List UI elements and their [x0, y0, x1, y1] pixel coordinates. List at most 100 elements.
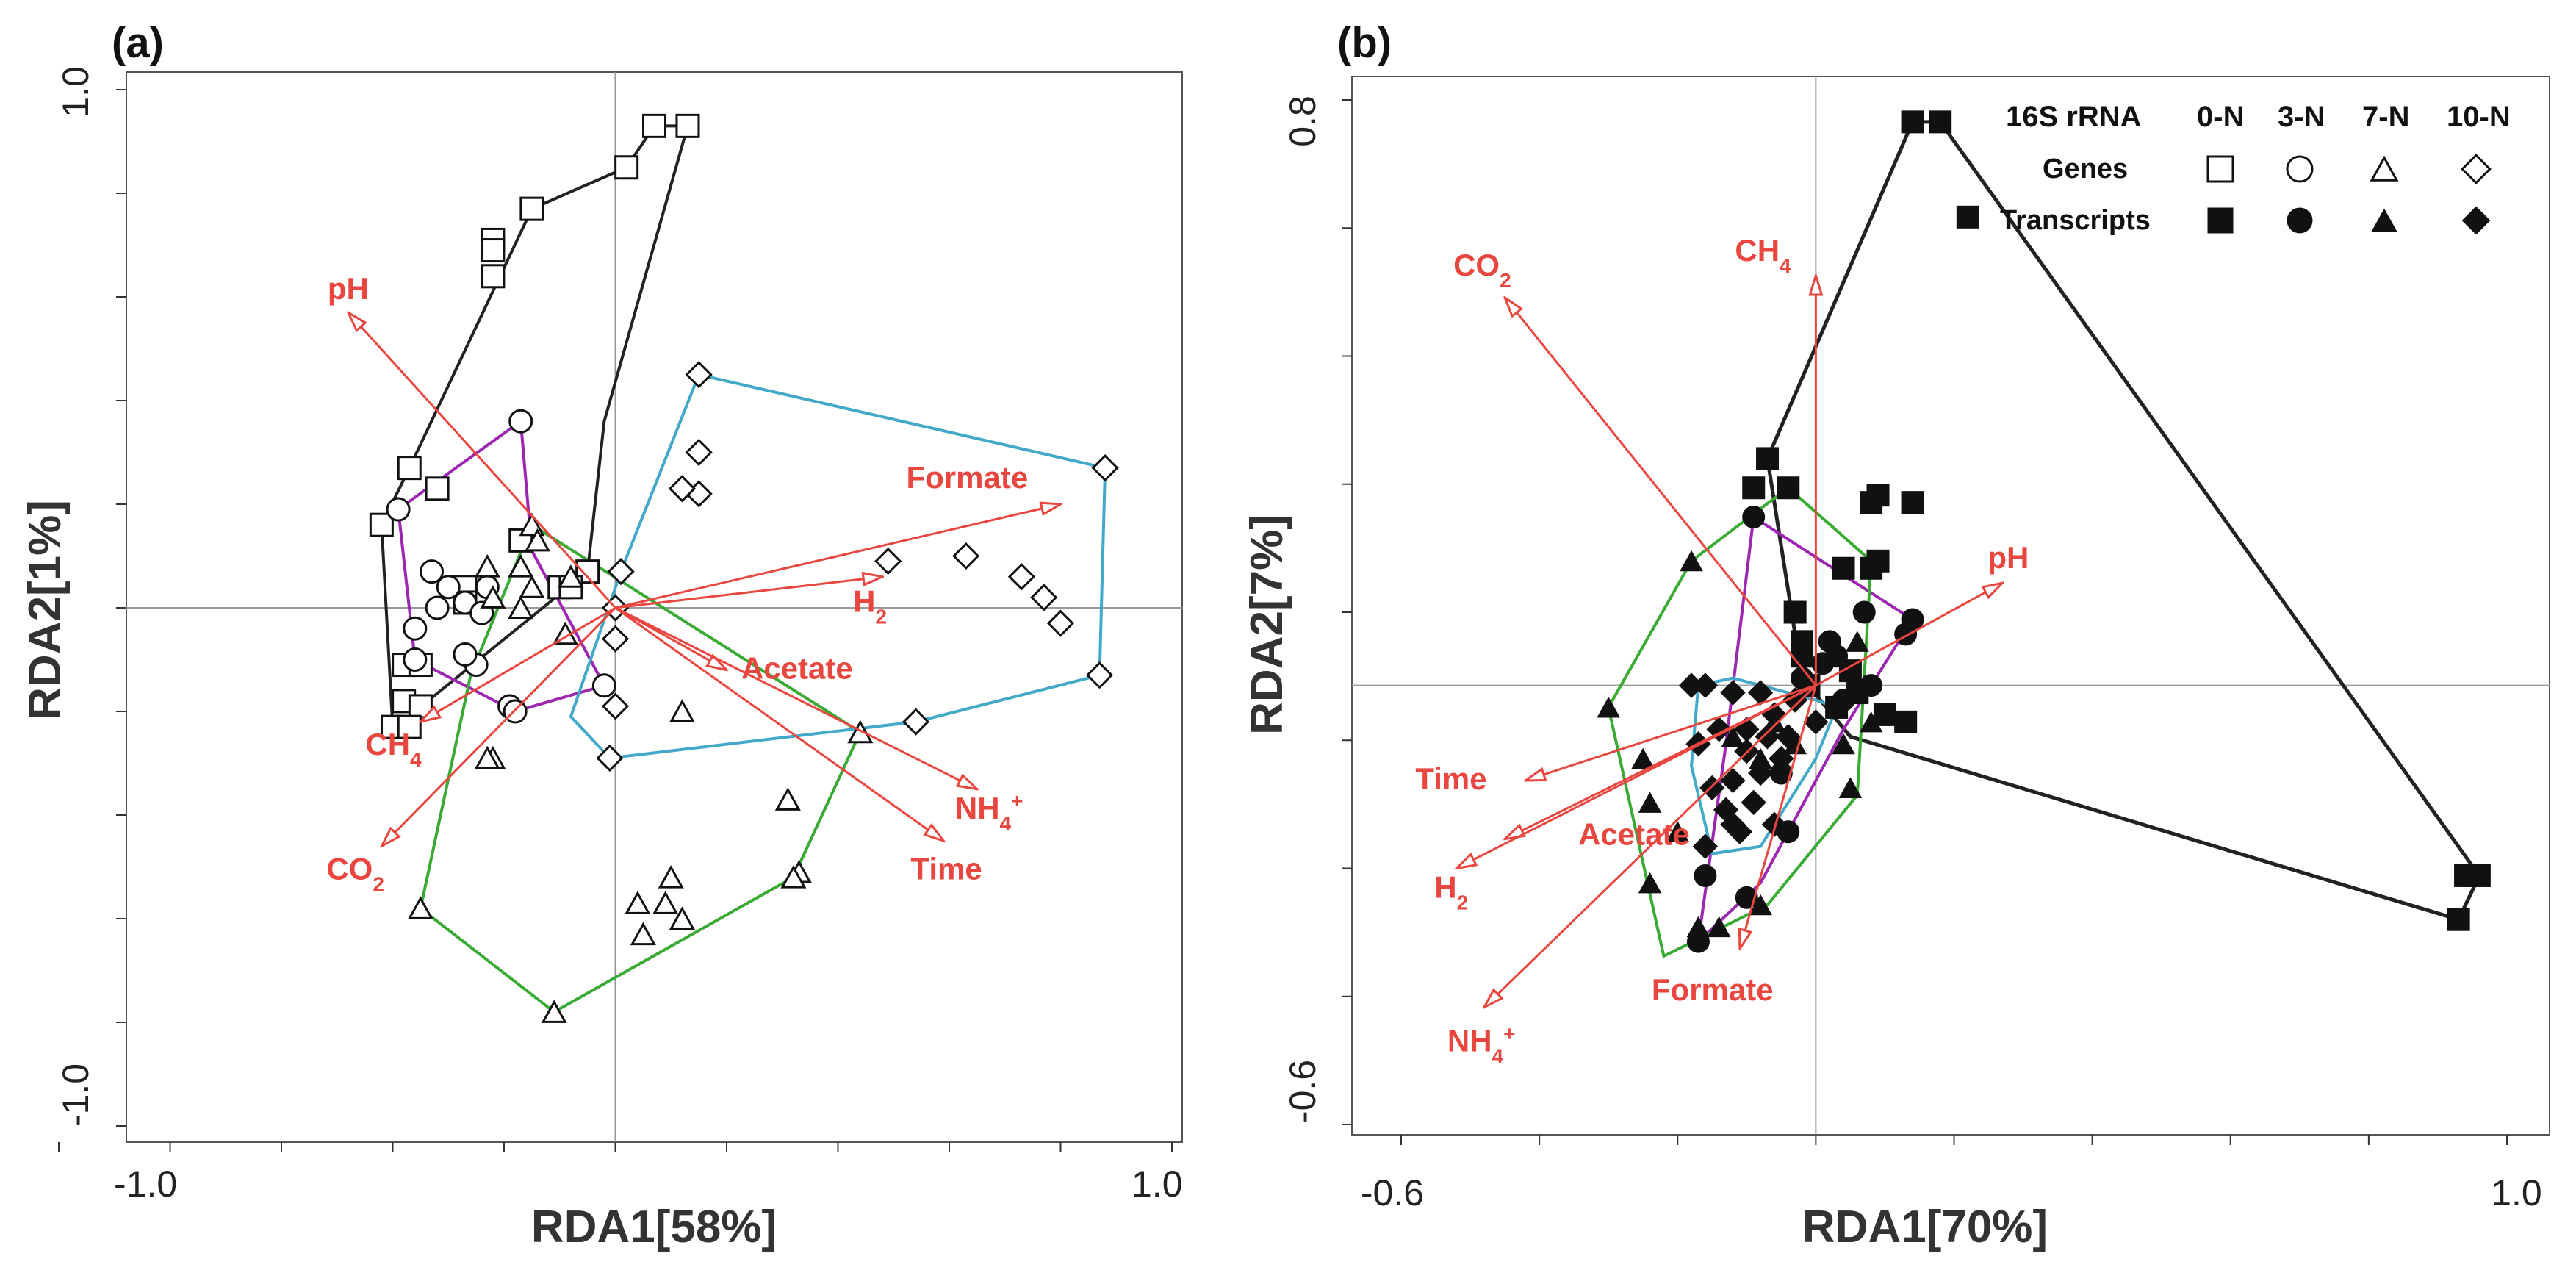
point-3-n [453, 642, 478, 667]
legend-header-0n: 0-N [2197, 101, 2244, 133]
arrow-label-ch4: CH4 [1735, 233, 1791, 277]
point-7-n [1680, 550, 1703, 572]
point-10-n [1692, 833, 1719, 859]
panel-b-x-tick-max: 1.0 [2491, 1172, 2542, 1213]
legend-header-7n: 7-N [2362, 101, 2409, 133]
panel-b: (b) CO2 CH4 pH Time Acetate H2 NH4+ Formate -0.… [1242, 19, 2550, 1252]
point-7-n [780, 865, 807, 889]
point-3-n [403, 616, 428, 641]
point-0-n [397, 714, 422, 739]
arrow-label-formate: Formate [1652, 972, 1774, 1007]
point-10-n [1803, 709, 1829, 735]
point-7-n [1638, 872, 1662, 894]
point-7-n [669, 699, 695, 722]
point-0-n [369, 512, 394, 537]
point-3-n [1832, 688, 1855, 711]
point-10-n [685, 438, 713, 467]
point-10-n [596, 744, 624, 772]
panel-b-y-tick-min: -0.6 [1282, 1060, 1323, 1123]
legend-circle-filled-icon [2287, 207, 2313, 234]
point-3-n [386, 497, 411, 522]
panel-a-x-tick-min: -1.0 [114, 1163, 177, 1205]
point-10-n [952, 542, 980, 570]
arrow-co2 [381, 606, 616, 846]
point-0-n [1894, 710, 1918, 733]
arrow-h2 [1456, 684, 1817, 869]
legend-row-genes: Genes [2043, 154, 2128, 184]
arrow-label-nh4: NH4+ [1447, 1022, 1516, 1067]
panel-b-y-axis-title: RDA2[7%] [1242, 514, 1292, 735]
point-7-n [630, 922, 656, 946]
arrow-label-co2: CO2 [1453, 248, 1511, 292]
point-7-n [652, 891, 679, 914]
legend-header-10n: 10-N [2447, 101, 2511, 133]
hull-0-n [1765, 120, 2482, 922]
point-10-n [1030, 584, 1058, 611]
point-7-n [474, 554, 500, 578]
point-0-n [1756, 447, 1780, 470]
point-7-n [480, 585, 506, 609]
arrow-label-ch4: CH4 [365, 727, 422, 771]
point-0-n [1873, 703, 1896, 726]
arrow-label-h2: H2 [853, 584, 887, 628]
panel-a-x-tick-max: 1.0 [1132, 1163, 1183, 1205]
arrow-label-formate: Formate [907, 460, 1029, 495]
point-10-n [1747, 760, 1774, 786]
point-3-n [425, 595, 450, 620]
point-7-n [524, 528, 550, 552]
point-0-n [397, 456, 422, 481]
point-7-n [1686, 916, 1710, 938]
point-10-n [1761, 811, 1788, 837]
panel-a-x-axis-title: RDA1[58%] [531, 1202, 777, 1252]
point-0-n [481, 264, 506, 289]
panel-a-points [369, 113, 1119, 1023]
arrow-formate [1740, 685, 1817, 949]
point-0-n [2447, 908, 2470, 931]
point-7-n [558, 564, 584, 588]
point-3-n [508, 409, 533, 434]
point-3-n [1742, 506, 1766, 529]
point-7-n [1631, 747, 1655, 769]
point-7-n [508, 595, 534, 619]
panel-a-y-axis-title: RDA2[1%] [20, 500, 71, 720]
point-7-n [1852, 675, 1877, 696]
arrow-nh4 [614, 606, 977, 789]
point-10-n [902, 708, 930, 736]
arrow-ph [348, 312, 616, 609]
point-7-n [1859, 711, 1883, 733]
arrow-co2 [1505, 298, 1817, 686]
arrow-label-co2: CO2 [326, 851, 384, 895]
point-10-n [1775, 724, 1801, 750]
arrow-time [1525, 684, 1816, 781]
point-7-n [508, 554, 534, 578]
point-0-n [408, 694, 433, 719]
arrow-nh4 [1484, 684, 1817, 1008]
arrow-label-ph: pH [328, 271, 369, 306]
point-10-n [1741, 789, 1766, 816]
hull-10-n [569, 373, 1107, 760]
point-7-n [774, 787, 801, 811]
point-7-n [1859, 550, 1883, 572]
point-10-n [1085, 661, 1114, 689]
point-3-n [1825, 645, 1849, 668]
legend-header-16s: 16S rRNA [2006, 101, 2142, 133]
legend-header-3n: 3-N [2278, 101, 2325, 133]
panel-a-label: (a) [112, 19, 164, 67]
point-10-n [1720, 680, 1746, 706]
point-0-n [1742, 476, 1766, 500]
point-3-n [420, 559, 445, 584]
point-10-n [668, 475, 697, 503]
point-10-n [1699, 775, 1725, 801]
point-10-n [1692, 672, 1719, 698]
point-7-n [1638, 792, 1662, 813]
arrow-label-nh4: NH4+ [955, 789, 1023, 834]
point-0-n [1901, 491, 1924, 514]
legend-diamond-open-icon [2461, 154, 2492, 184]
point-10-n [601, 692, 630, 720]
arrow-label-acetate: Acetate [1578, 817, 1690, 852]
arrow-formate [615, 504, 1061, 609]
point-7-n [474, 745, 500, 769]
point-10-n [1091, 454, 1119, 482]
